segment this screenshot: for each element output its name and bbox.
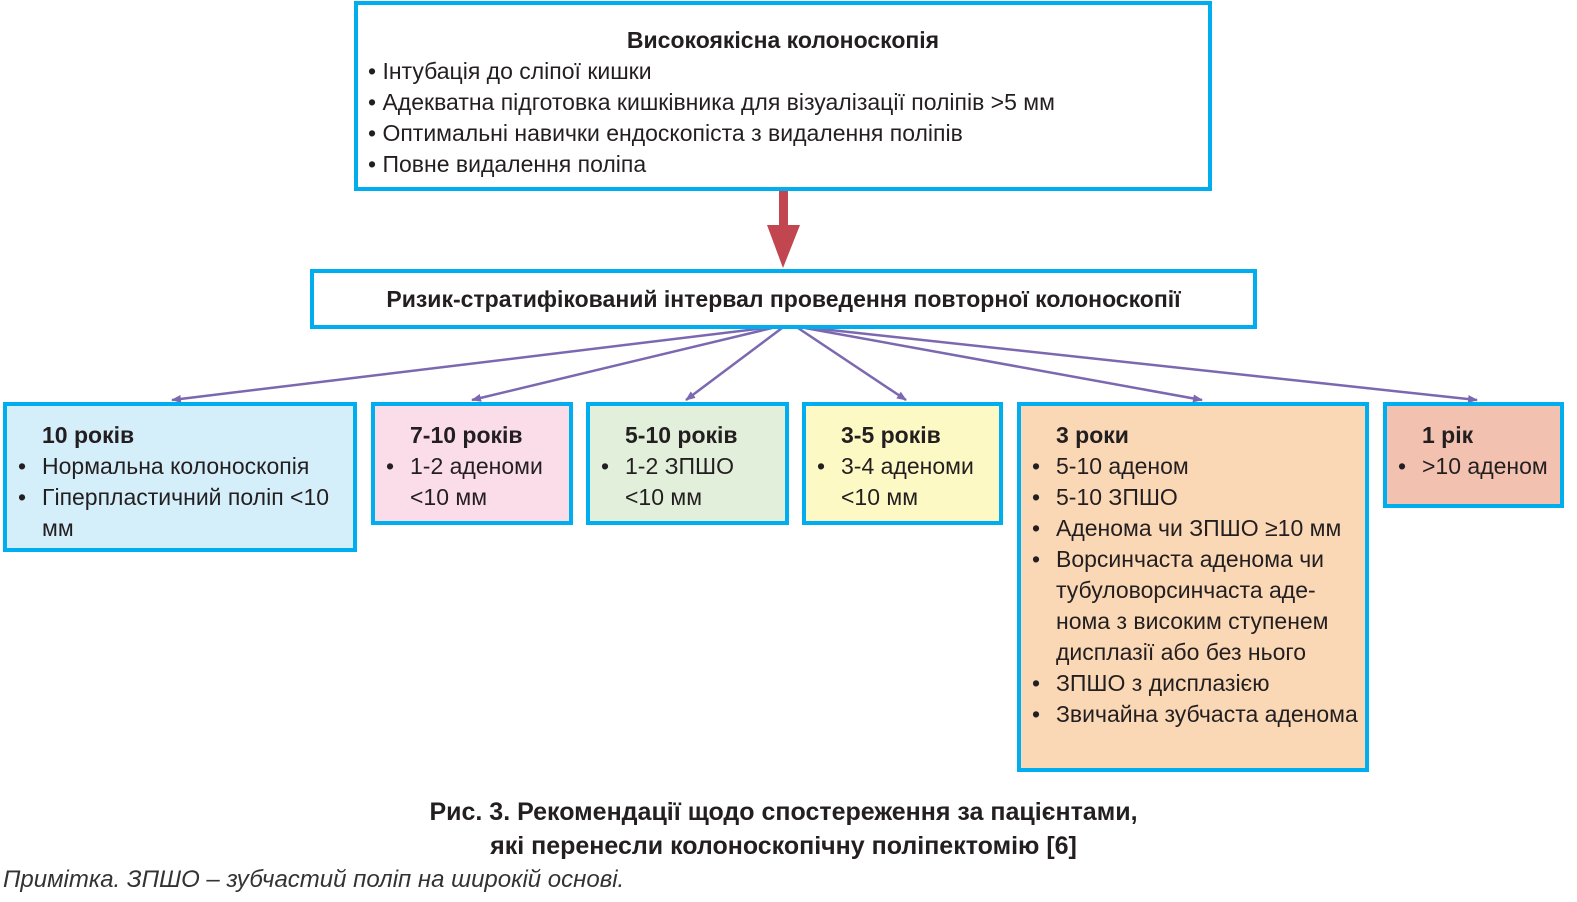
- list-item: 5-10 аденом: [1021, 451, 1359, 482]
- list-item: Ворсинчаста аденома чи тубуловорсинчаста…: [1021, 544, 1359, 668]
- list-item: • Інтубація до сліпої кишки: [368, 58, 652, 84]
- arrow-to-3-5-years: [797, 326, 907, 402]
- interval-title: 7-10 років: [410, 422, 523, 448]
- arrow-to-3-years: [804, 326, 1203, 403]
- list-item: • Оптимальні навички ендоскопіста з вида…: [368, 120, 963, 146]
- list-item: 3-4 аденоми <10 мм: [806, 451, 993, 513]
- main-arrow-head: [767, 225, 800, 268]
- arrow-to-7-10-years: [471, 326, 773, 402]
- risk-interval-box: Ризик-стратифікований інтервал проведенн…: [310, 269, 1257, 329]
- interval-card: 5-10 років 1-2 ЗПШО <10 мм: [586, 402, 789, 525]
- interval-card: 7-10 років 1-2 аденоми <10 мм: [371, 402, 573, 525]
- quality-colonoscopy-box: Високоякісна колоноскопія • Інтубація до…: [354, 1, 1212, 191]
- list-item: >10 аденом: [1387, 451, 1554, 482]
- interval-card: 3 роки 5-10 аденом5-10 ЗПШОАденома чи ЗПШ…: [1017, 402, 1369, 772]
- list-item: Нормальна колоноскопія: [7, 451, 347, 482]
- arrow-to-5-10-years: [685, 327, 783, 401]
- caption-line-2: які перенесли колоноскопічну поліпектомі…: [490, 832, 1077, 860]
- figure-note: Примітка. ЗПШО – зубчастий поліп на широ…: [3, 866, 625, 893]
- list-item: 1-2 ЗПШО <10 мм: [590, 451, 779, 513]
- interval-title: 3-5 років: [841, 422, 941, 448]
- interval-title: 10 років: [42, 422, 135, 448]
- interval-card: 3-5 років 3-4 аденоми <10 мм: [802, 402, 1003, 525]
- list-item: • Повне видалення поліпа: [368, 151, 647, 177]
- list-item: ЗПШО з дисплазією: [1021, 668, 1359, 699]
- interval-card: 10 років Нормальна колоноскопіяГіперпласт…: [3, 402, 357, 552]
- interval-title: 1 рік: [1422, 422, 1474, 448]
- interval-title: 3 роки: [1056, 422, 1129, 448]
- arrow-to-1-year: [811, 326, 1478, 404]
- interval-title: 5-10 років: [625, 422, 738, 448]
- caption-line-1: Рис. 3. Рекомендації щодо спостереження …: [429, 798, 1138, 826]
- list-item: Звичайна зубчаста аде­нома: [1021, 699, 1359, 730]
- arrow-to-10-years: [171, 326, 766, 403]
- interval-card: 1 рік >10 аденом: [1383, 402, 1564, 508]
- figure-caption: Рис. 3. Рекомендації щодо спостереження …: [0, 795, 1567, 863]
- list-item: 5-10 ЗПШО: [1021, 482, 1359, 513]
- quality-colonoscopy-title: Високоякісна колоноскопія: [626, 27, 940, 53]
- list-item: Аденома чи ЗПШО ≥10 мм: [1021, 513, 1359, 544]
- list-item: • Адекватна підготовка кишківника для ві…: [368, 89, 1055, 115]
- list-item: Гіперпластичний поліп <10 мм: [7, 482, 347, 544]
- list-item: 1-2 аденоми <10 мм: [375, 451, 563, 513]
- main-arrow-shaft: [779, 190, 788, 230]
